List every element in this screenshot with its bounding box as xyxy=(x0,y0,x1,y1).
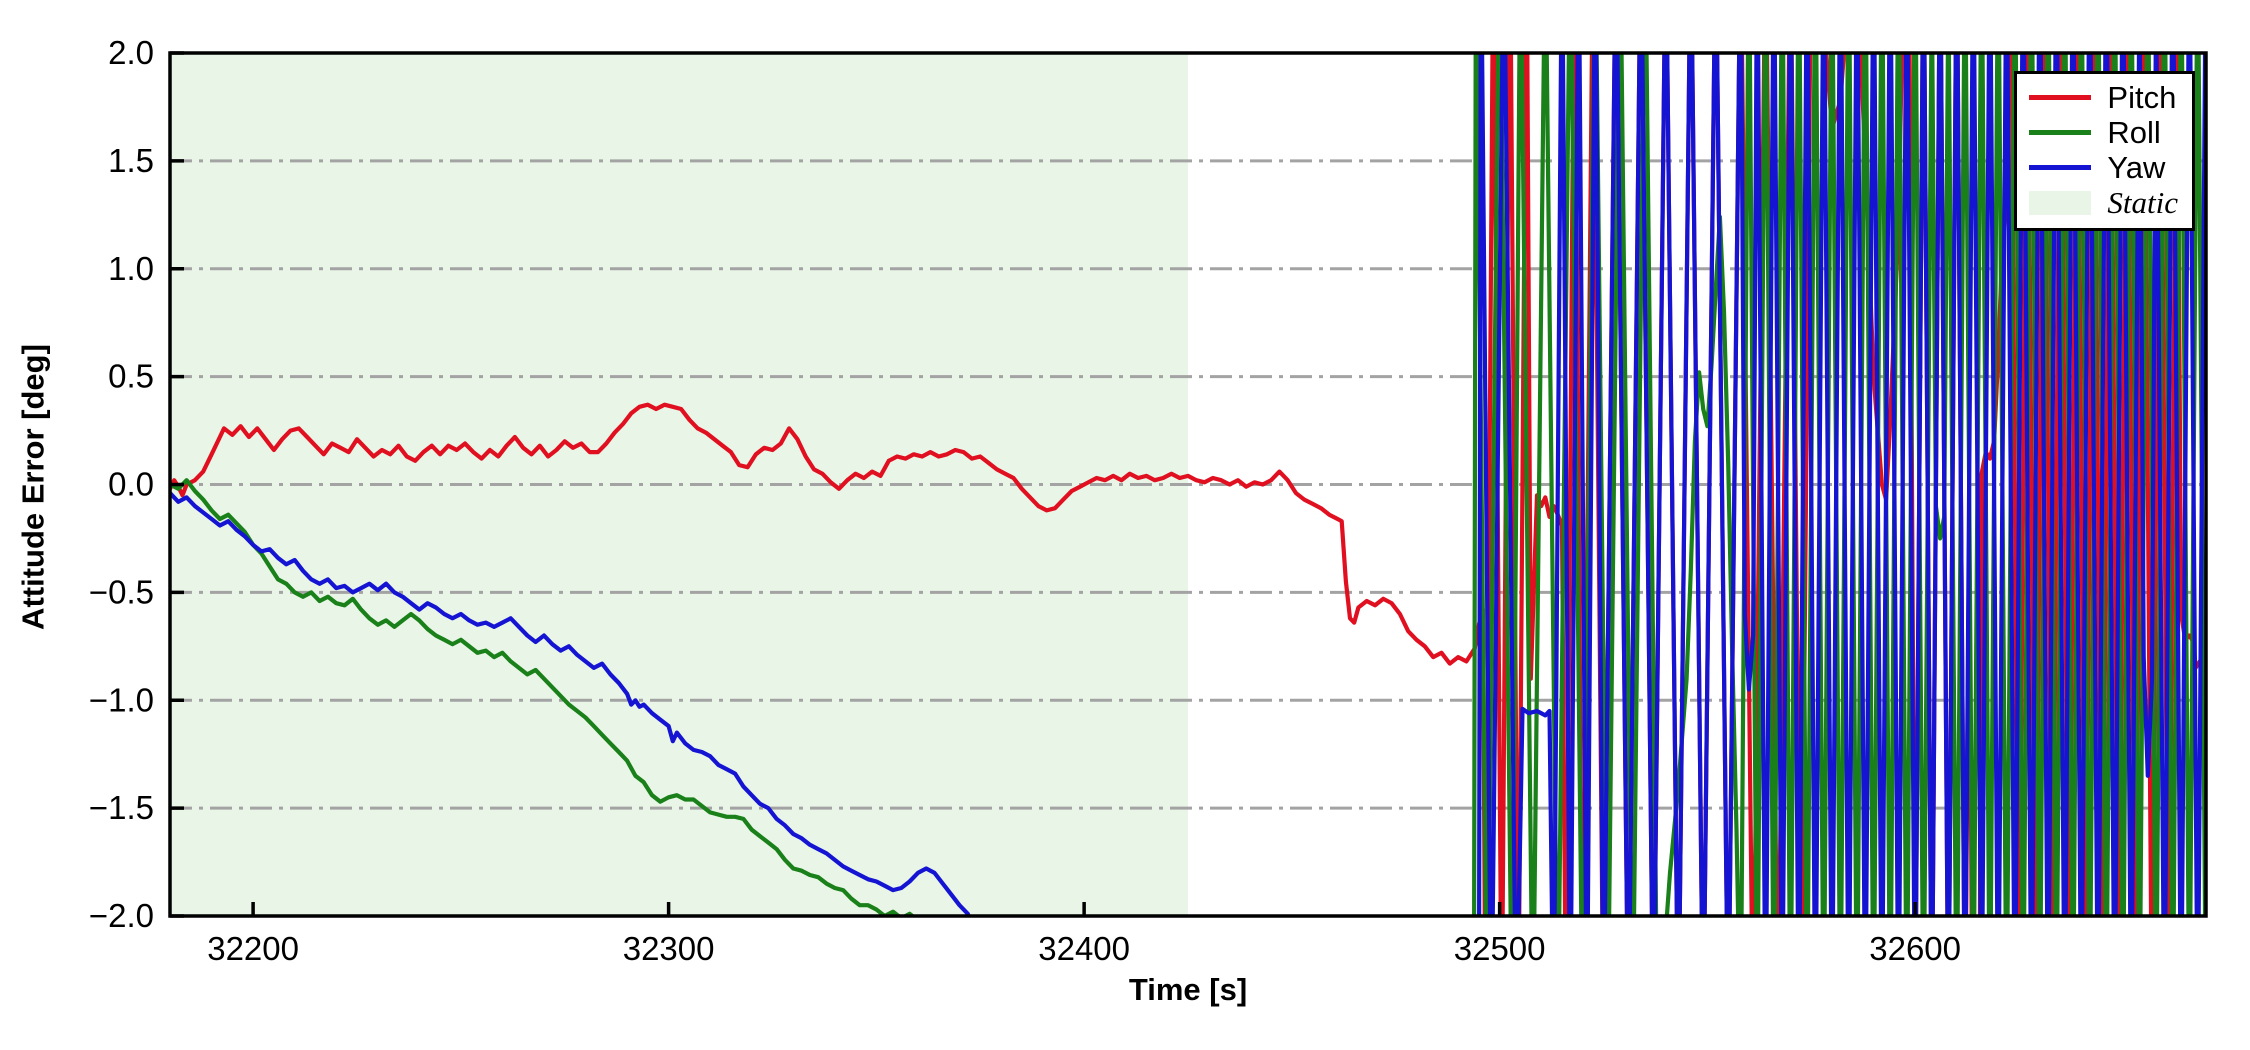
yaw-series-line xyxy=(170,53,2206,916)
legend-label-pitch: Pitch xyxy=(2107,80,2177,115)
y-tick-label-0.0: 0.0 xyxy=(108,466,154,503)
y-tick-label-−2.0: −2.0 xyxy=(89,897,154,934)
legend-label-roll: Roll xyxy=(2107,115,2161,150)
x-tick-label-32500: 32500 xyxy=(1454,930,1546,967)
x-tick-label-32300: 32300 xyxy=(623,930,715,967)
legend-label-yaw: Yaw xyxy=(2107,150,2166,185)
legend-label-static: Static xyxy=(2107,185,2178,220)
y-tick-label-1.5: 1.5 xyxy=(108,142,154,179)
x-tick-label-32200: 32200 xyxy=(207,930,299,967)
x-axis-label: Time [s] xyxy=(1128,972,1248,1007)
pitch-line-swatch xyxy=(2029,95,2092,100)
legend-row-roll: Roll xyxy=(2029,115,2178,150)
legend: Pitch Roll Yaw Static xyxy=(2014,71,2195,231)
y-tick-label-0.5: 0.5 xyxy=(108,358,154,395)
static-region-swatch xyxy=(2029,190,2092,215)
x-tick-label-32600: 32600 xyxy=(1869,930,1961,967)
y-tick-label-2.0: 2.0 xyxy=(108,34,154,71)
x-tick-label-32400: 32400 xyxy=(1038,930,1130,967)
legend-row-pitch: Pitch xyxy=(2029,80,2178,115)
legend-row-static: Static xyxy=(2029,185,2178,220)
y-axis-label: Attitude Error [deg] xyxy=(15,344,51,630)
legend-row-yaw: Yaw xyxy=(2029,150,2178,185)
y-tick-label-1.0: 1.0 xyxy=(108,250,154,287)
roll-line-swatch xyxy=(2029,130,2092,135)
y-tick-label-−1.5: −1.5 xyxy=(89,789,154,826)
y-tick-label-−0.5: −0.5 xyxy=(89,573,154,610)
yaw-line-swatch xyxy=(2029,165,2092,170)
y-tick-label-−1.0: −1.0 xyxy=(89,681,154,718)
